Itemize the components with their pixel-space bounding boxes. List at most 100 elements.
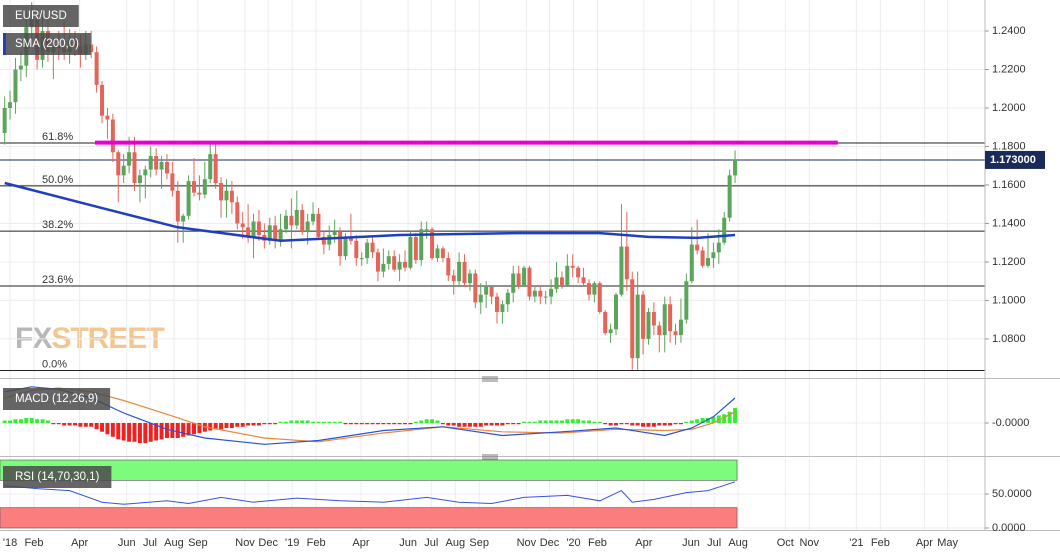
macd-bar: [435, 420, 440, 423]
candle-body: [538, 290, 543, 297]
candle-body: [348, 236, 353, 241]
macd-bar: [365, 423, 370, 425]
macd-bar: [684, 421, 689, 423]
x-tick-label: Jun: [682, 537, 700, 549]
legend-box: [3, 33, 91, 55]
sma-line: [4, 181, 736, 243]
candle-body: [440, 248, 445, 259]
x-tick-label: Oct: [777, 537, 794, 549]
macd-bar: [219, 423, 224, 430]
candle-body: [300, 209, 305, 232]
candle-body: [505, 292, 510, 305]
macd-bar: [651, 423, 656, 427]
macd-bar: [224, 423, 229, 428]
macd-bar: [565, 419, 570, 423]
macd-bar: [489, 423, 494, 426]
candle-body: [392, 256, 397, 270]
candle-body: [132, 152, 137, 184]
macd-bar: [689, 420, 694, 423]
y-tick-label: 0.0000: [992, 522, 1026, 534]
macd-bar: [381, 423, 386, 425]
macd-bar: [343, 423, 348, 425]
candle-body: [381, 263, 386, 272]
macd-bar: [354, 423, 359, 425]
macd-bar: [289, 420, 294, 423]
candle-body: [148, 156, 153, 170]
candle-body: [668, 304, 673, 332]
macd-bar: [500, 423, 505, 426]
macd-bar: [392, 423, 397, 425]
legend-label: MACD (12,26,9): [15, 393, 98, 405]
x-tick-label: Nov: [799, 537, 819, 549]
macd-bar: [451, 423, 456, 426]
macd-bar: [143, 423, 148, 443]
macd-bar: [646, 423, 651, 427]
candle-body: [646, 311, 651, 339]
macd-bar: [251, 423, 256, 426]
candle-body: [614, 294, 619, 330]
x-tick-label: '18: [3, 537, 17, 549]
candle-body: [18, 65, 23, 70]
macd-bar: [56, 423, 61, 425]
candle-body: [240, 223, 245, 228]
macd-bar: [727, 411, 732, 423]
x-tick-label: Apr: [71, 537, 88, 549]
macd-bar: [603, 423, 608, 425]
y-tick-label: 1.1000: [992, 294, 1026, 306]
macd-bar: [294, 420, 299, 423]
macd-bar: [78, 423, 83, 427]
candle-body: [316, 213, 321, 237]
macd-bar: [570, 419, 575, 423]
y-tick-label: 1.2000: [992, 102, 1026, 114]
macd-bar: [164, 423, 169, 438]
macd-bar: [89, 423, 94, 427]
candle-body: [154, 156, 159, 170]
macd-bar: [657, 423, 662, 426]
candle-body: [219, 183, 224, 201]
macd-bar: [695, 419, 700, 423]
candle-body: [619, 246, 624, 295]
candle-body: [332, 231, 337, 235]
macd-bar: [348, 423, 353, 425]
candle-body: [175, 190, 180, 222]
candle-body: [408, 236, 413, 268]
divider-grip[interactable]: [482, 376, 498, 382]
candle-body: [121, 165, 126, 176]
macd-bar: [40, 419, 45, 423]
candle-body: [100, 84, 105, 116]
rsi-band: [0, 459, 738, 481]
macd-bar: [45, 420, 50, 423]
macd-bar: [473, 423, 478, 427]
macd-bar: [235, 423, 240, 427]
macd-bar: [240, 423, 245, 427]
candle-body: [229, 190, 234, 203]
divider-grip[interactable]: [482, 454, 498, 460]
candle-body: [338, 231, 343, 257]
x-tick-label: Aug: [728, 537, 748, 549]
x-tick-label: '21: [849, 537, 863, 549]
candle-body: [727, 175, 732, 218]
candle-body: [678, 319, 683, 336]
macd-bar: [62, 423, 67, 426]
y-tick-label: -0.0000: [992, 417, 1029, 429]
candle-body: [597, 283, 602, 312]
macd-bar: [673, 423, 678, 425]
fib-label: 61.8%: [42, 131, 73, 143]
y-tick-label: 1.1200: [992, 256, 1026, 268]
candle-body: [451, 275, 456, 282]
macd-bar: [554, 420, 559, 423]
macd-bar: [505, 423, 510, 425]
macd-bar: [413, 421, 418, 423]
macd-bar: [538, 420, 543, 423]
candle-body: [473, 273, 478, 303]
candle-body: [197, 192, 202, 195]
macd-bar: [624, 423, 629, 425]
candle-body: [311, 213, 316, 222]
candle-body: [267, 225, 272, 241]
candle-body: [256, 221, 261, 235]
macd-bar: [300, 420, 305, 423]
candle-body: [208, 154, 213, 180]
candle-body: [273, 225, 278, 241]
macd-bar: [332, 421, 337, 423]
macd-bar: [2, 420, 7, 423]
